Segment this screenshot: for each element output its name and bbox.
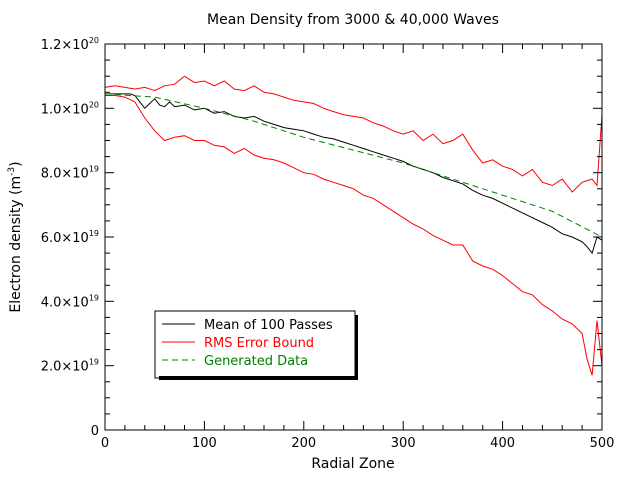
x-axis-label: Radial Zone	[311, 456, 394, 472]
y-tick-mantissa: 1.0×10	[41, 102, 89, 117]
y-tick-mantissa: 2.0×10	[41, 360, 89, 375]
y-tick-mantissa: 8.0×10	[41, 167, 89, 182]
series-line-mean-of-100-passes	[105, 93, 603, 255]
y-tick-exponent: 19	[89, 358, 99, 367]
y-tick-exponent: 20	[89, 36, 99, 45]
y-tick-exponent: 19	[89, 165, 99, 174]
series-line-rms-error-bound	[104, 75, 603, 193]
chart-title: Mean Density from 3000 & 40,000 Waves	[207, 12, 499, 28]
y-tick-mantissa: 4.0×10	[41, 295, 89, 310]
y-tick-mantissa: 1.2×10	[41, 38, 89, 53]
y-tick-label: 4.0×1019	[41, 293, 99, 310]
y-tick-mantissa: 0	[91, 424, 99, 439]
y-axis-ticks: 02.0×10194.0×10196.0×10198.0×10191.0×102…	[41, 36, 602, 439]
legend-label: Mean of 100 Passes	[204, 318, 333, 333]
series-line-rms-error-bound-lower	[105, 95, 603, 376]
legend-shadow-bottom	[159, 376, 357, 380]
y-tick-mantissa: 6.0×10	[41, 231, 89, 246]
x-tick-label: 100	[192, 436, 217, 451]
y-tick-exponent: 19	[89, 293, 99, 302]
x-tick-label: 0	[101, 436, 109, 451]
y-tick-label: 0	[91, 424, 99, 439]
x-axis-ticks: 0 100 200 300 400 500	[101, 44, 615, 451]
y-tick-exponent: 20	[89, 100, 99, 109]
x-tick-label: 200	[291, 436, 316, 451]
y-axis-label-close: )	[8, 161, 24, 166]
y-tick-label: 8.0×1019	[41, 165, 99, 182]
y-axis-label-exponent: -3	[7, 167, 17, 176]
y-tick-label: 1.2×1020	[41, 36, 99, 53]
y-axis-label-main: Electron density (m	[8, 176, 24, 313]
y-tick-label: 2.0×1019	[41, 358, 99, 375]
y-axis-label: Electron density (m-3)	[7, 161, 24, 312]
x-tick-label: 500	[590, 436, 615, 451]
x-tick-label: 300	[391, 436, 416, 451]
legend: Mean of 100 Passes RMS Error Bound Generat…	[154, 310, 358, 380]
y-tick-label: 6.0×1019	[41, 229, 99, 246]
legend-label: Generated Data	[204, 354, 308, 369]
legend-label: RMS Error Bound	[204, 336, 314, 351]
legend-items: Mean of 100 Passes RMS Error Bound Generat…	[162, 318, 333, 369]
series-line-generated-data	[104, 93, 603, 238]
y-tick-exponent: 19	[89, 229, 99, 238]
y-tick-label: 1.0×1020	[41, 100, 99, 117]
legend-shadow-right	[355, 315, 358, 380]
x-tick-label: 400	[490, 436, 515, 451]
plot-series-group	[104, 75, 603, 376]
